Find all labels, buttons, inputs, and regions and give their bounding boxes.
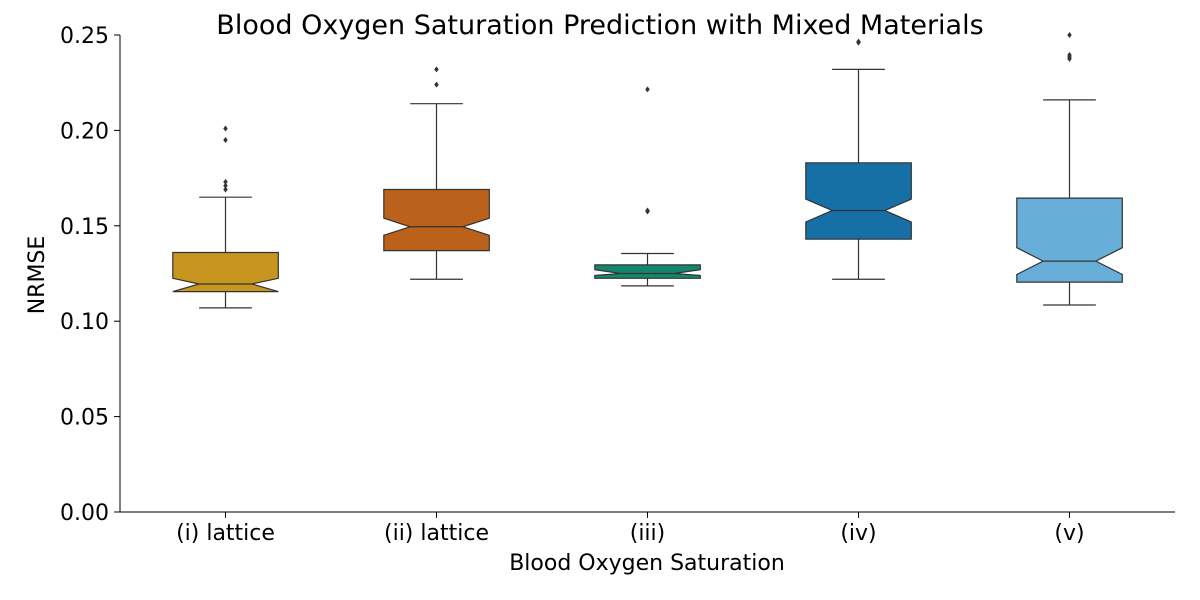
outlier-point xyxy=(434,66,439,73)
y-axis-title: NRMSE xyxy=(25,236,50,315)
outlier-point xyxy=(856,38,861,45)
box-body xyxy=(1016,197,1123,283)
y-tick-label: 0.10 xyxy=(60,310,109,335)
outlier-point xyxy=(645,207,650,214)
outlier-point xyxy=(223,178,228,185)
y-tick-label: 0.00 xyxy=(60,501,109,526)
outlier-point xyxy=(1067,32,1072,38)
outlier-point xyxy=(223,125,228,132)
outlier-point xyxy=(434,81,439,88)
box-group xyxy=(1016,32,1123,306)
box-body xyxy=(172,251,279,293)
x-axis: (i) lattice (ii) lattice (iii) (iv) (v) xyxy=(120,511,1175,546)
x-tick-label: (iii) xyxy=(630,521,666,546)
outlier-point xyxy=(645,86,650,93)
x-tick-label: (ii) lattice xyxy=(384,521,489,546)
y-tick-label: 0.05 xyxy=(60,406,109,431)
chart-title: Blood Oxygen Saturation Prediction with … xyxy=(216,10,983,41)
y-tick-label: 0.25 xyxy=(60,24,109,49)
boxes-layer xyxy=(172,32,1123,309)
box-group xyxy=(172,125,279,309)
y-axis: 0.00 0.05 0.10 0.15 0.20 0.25 xyxy=(60,24,121,526)
box-group xyxy=(805,38,912,280)
box-body xyxy=(594,264,701,279)
box-group xyxy=(383,66,490,280)
outlier-point xyxy=(223,136,228,143)
x-tick-label: (v) xyxy=(1054,521,1084,546)
x-axis-title: Blood Oxygen Saturation xyxy=(509,551,785,576)
box-group xyxy=(594,86,701,287)
box-body xyxy=(805,162,912,240)
x-tick-label: (i) lattice xyxy=(176,521,275,546)
outlier-point xyxy=(223,182,228,189)
y-tick-label: 0.20 xyxy=(60,119,109,144)
outlier-point xyxy=(223,186,228,193)
y-tick-label: 0.15 xyxy=(60,215,109,240)
x-tick-label: (iv) xyxy=(840,521,876,546)
outlier-point xyxy=(1067,52,1072,59)
box-body xyxy=(383,188,490,252)
